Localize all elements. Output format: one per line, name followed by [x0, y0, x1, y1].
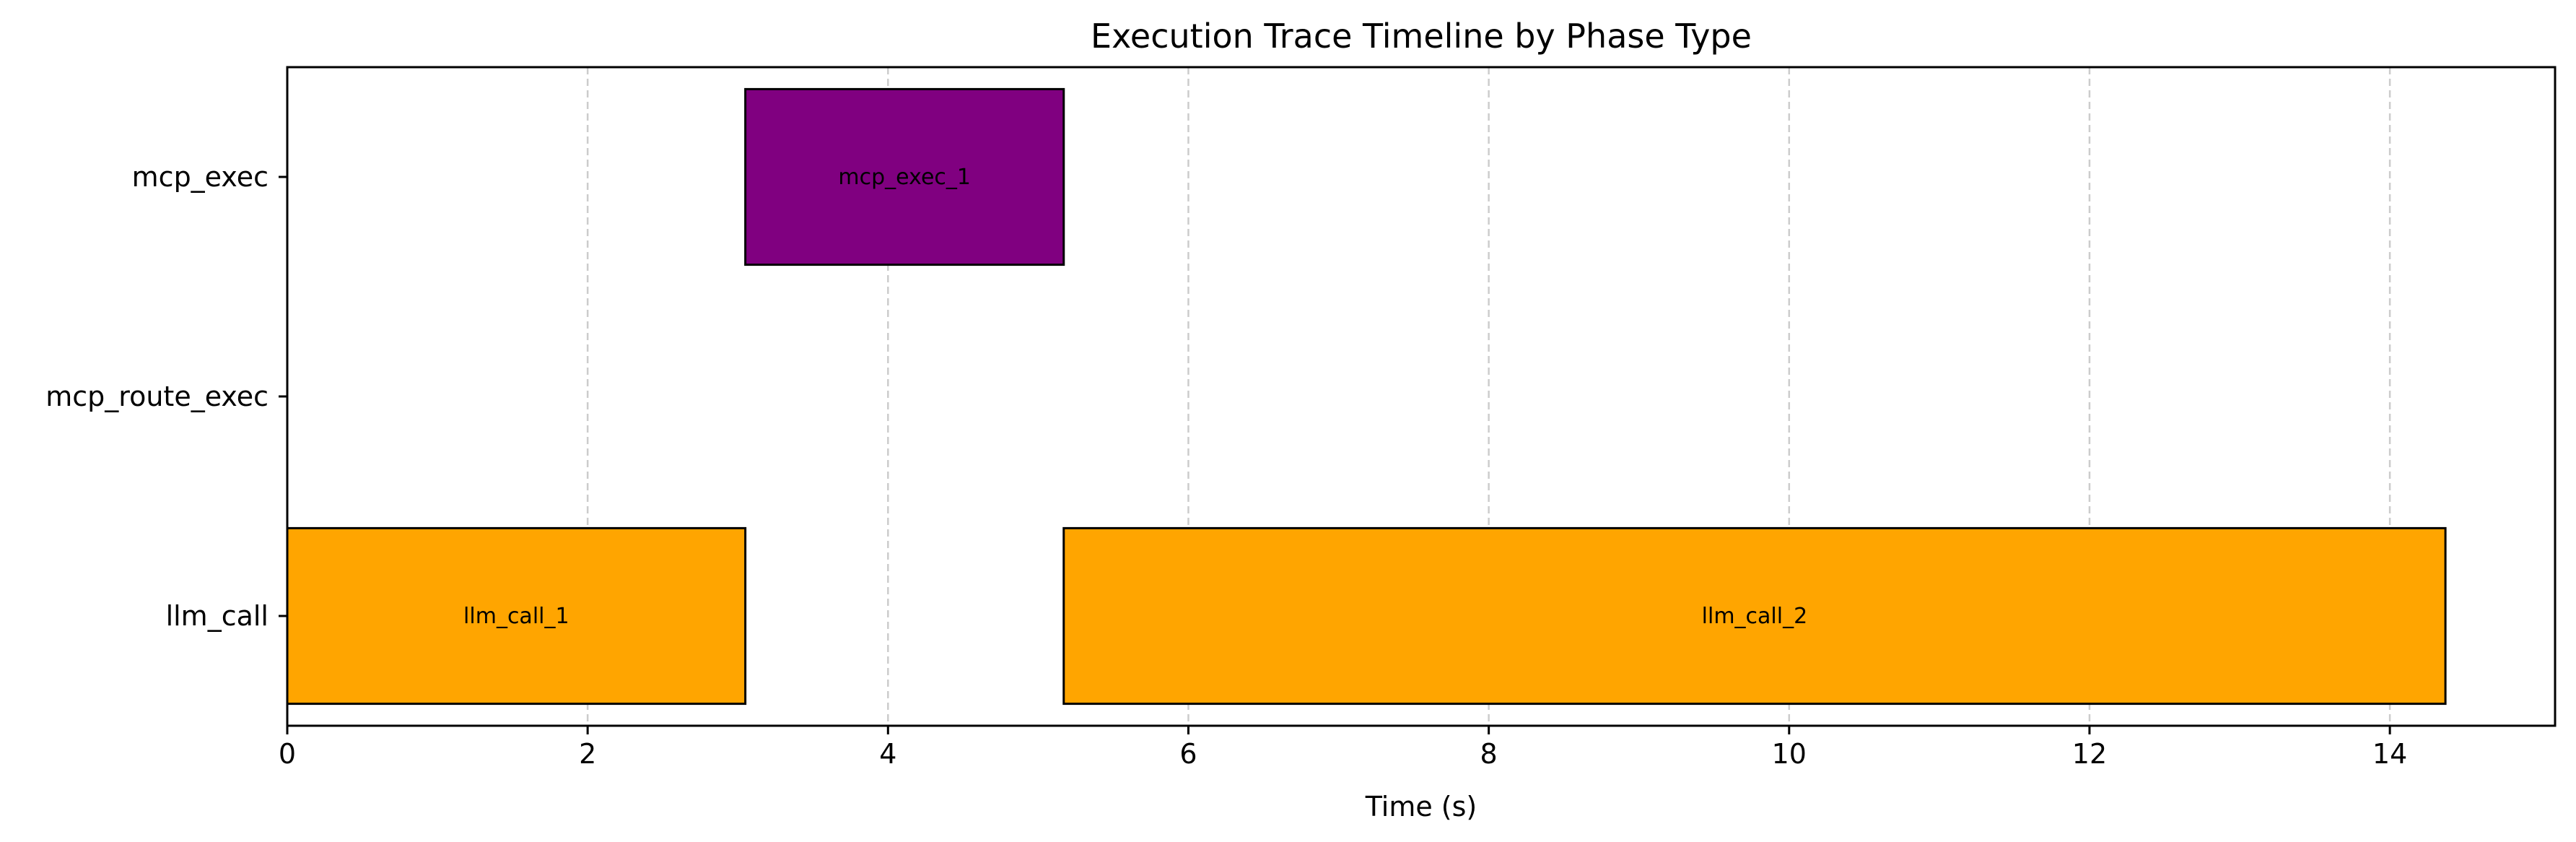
x-tick-label: 10	[1772, 738, 1807, 770]
x-tick-label: 6	[1179, 738, 1197, 770]
y-tick-label: llm_call	[166, 600, 268, 632]
x-axis: 0 2 4 6 8 10 12 14	[279, 726, 2407, 770]
chart-title: Execution Trace Timeline by Phase Type	[1091, 17, 1752, 56]
bar-label: llm_call_2	[1702, 604, 1808, 629]
x-tick-label: 2	[579, 738, 596, 770]
bar-label: mcp_exec_1	[838, 165, 971, 190]
y-axis: mcp_exec mcp_route_exec llm_call	[45, 161, 287, 632]
x-tick-label: 8	[1480, 738, 1498, 770]
x-axis-label: Time (s)	[1365, 791, 1477, 823]
bar-layer: llm_call_1 mcp_exec_1 llm_call_2	[286, 87, 2447, 706]
timeline-bar	[1062, 526, 2447, 706]
timeline-bar	[744, 87, 1065, 266]
y-tick-label: mcp_exec	[132, 161, 268, 193]
bar-label: llm_call_1	[463, 604, 569, 629]
x-tick-label: 0	[279, 738, 296, 770]
x-tick-label: 14	[2372, 738, 2407, 770]
x-tick-label: 12	[2072, 738, 2107, 770]
x-tick-label: 4	[879, 738, 896, 770]
y-tick-label: mcp_route_exec	[45, 381, 268, 412]
